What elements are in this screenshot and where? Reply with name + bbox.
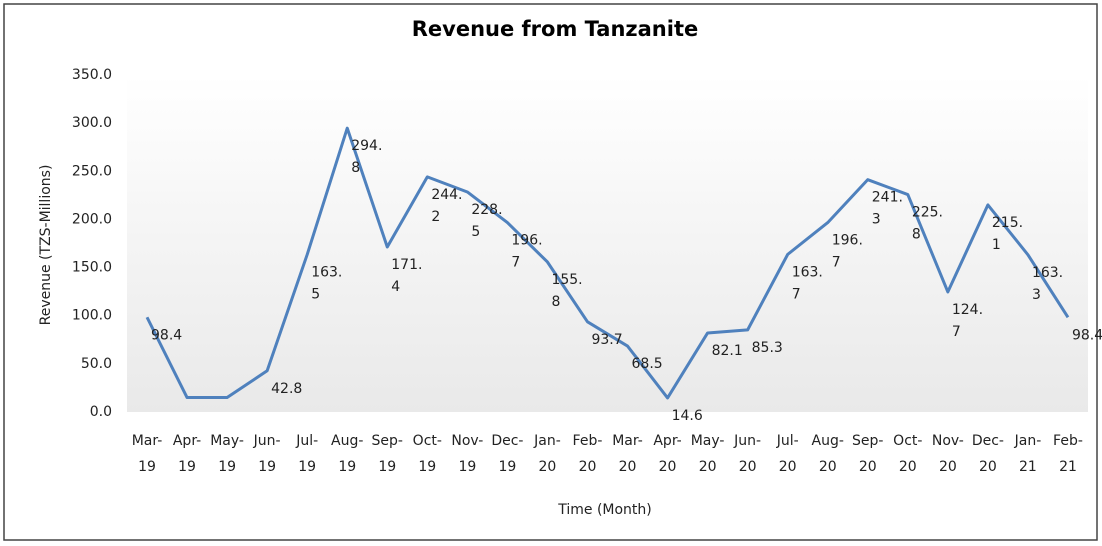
- x-tick-label: Mar-20: [612, 433, 643, 475]
- data-label: 93.7: [591, 332, 622, 348]
- data-label: 163. 7: [792, 264, 823, 302]
- data-label: 228. 5: [471, 202, 502, 240]
- x-tick-label: Sep-20: [852, 433, 883, 475]
- y-tick-label: 350.0: [72, 67, 112, 83]
- data-label: 225. 8: [912, 205, 943, 243]
- data-label: 196. 7: [511, 233, 542, 271]
- y-tick-label: 0.0: [90, 404, 112, 420]
- data-line: [145, 126, 1070, 400]
- x-tick-label: Jul-19: [295, 433, 318, 475]
- y-tick-label: 200.0: [72, 211, 112, 227]
- data-label: 98.4: [151, 327, 182, 343]
- data-label: 163. 5: [311, 265, 342, 303]
- data-label: 244. 2: [431, 187, 462, 225]
- data-label: 215. 1: [992, 215, 1023, 253]
- x-tick-label: Oct-20: [893, 433, 922, 475]
- x-tick-label: Apr-20: [653, 433, 681, 475]
- data-label: 42.8: [271, 381, 302, 397]
- data-label: 98.4: [1072, 327, 1102, 343]
- x-tick-label: Dec-20: [972, 433, 1004, 475]
- chart-title: Revenue from Tanzanite: [412, 17, 698, 41]
- x-tick-label: Jan-21: [1014, 433, 1042, 475]
- x-tick-label: Feb-20: [573, 433, 603, 475]
- x-tick-label: Aug-19: [331, 433, 363, 475]
- x-tick-label: Aug-20: [812, 433, 844, 475]
- data-label: 155. 8: [551, 272, 582, 310]
- data-label: 196. 7: [832, 233, 863, 271]
- x-tick-label: Sep-19: [372, 433, 403, 475]
- data-label: 163. 3: [1032, 265, 1063, 303]
- x-tick-label: Mar-19: [132, 433, 163, 475]
- data-label: 68.5: [632, 356, 663, 372]
- data-label: 85.3: [752, 340, 783, 356]
- x-tick-label: Jun-20: [733, 433, 761, 475]
- y-axis-title: Revenue (TZS-Millions): [38, 165, 54, 326]
- x-tick-label: Nov-19: [451, 433, 483, 475]
- x-axis-title: Time (Month): [557, 502, 652, 518]
- y-tick-label: 150.0: [72, 260, 112, 276]
- x-tick-label: Nov-20: [932, 433, 964, 475]
- x-tick-label: Jul-20: [776, 433, 799, 475]
- x-tick-label: Oct-19: [413, 433, 442, 475]
- x-tick-label: May-20: [691, 433, 725, 475]
- x-tick-label: Apr-19: [173, 433, 201, 475]
- y-tick-label: 250.0: [72, 163, 112, 179]
- data-label: 124. 7: [952, 302, 983, 340]
- y-tick-label: 100.0: [72, 308, 112, 324]
- data-label: 241. 3: [872, 190, 903, 228]
- data-label: 82.1: [712, 343, 743, 359]
- x-tick-label: May-19: [210, 433, 244, 475]
- x-tick-label: Jun-19: [253, 433, 281, 475]
- data-label: 14.6: [672, 408, 703, 424]
- data-label: 171. 4: [391, 257, 422, 295]
- data-label: 294. 8: [351, 138, 382, 176]
- x-tick-label: Feb-21: [1053, 433, 1083, 475]
- x-tick-label: Jan-20: [533, 433, 561, 475]
- y-tick-label: 50.0: [81, 356, 112, 372]
- y-tick-label: 300.0: [72, 115, 112, 131]
- x-tick-label: Dec-19: [491, 433, 523, 475]
